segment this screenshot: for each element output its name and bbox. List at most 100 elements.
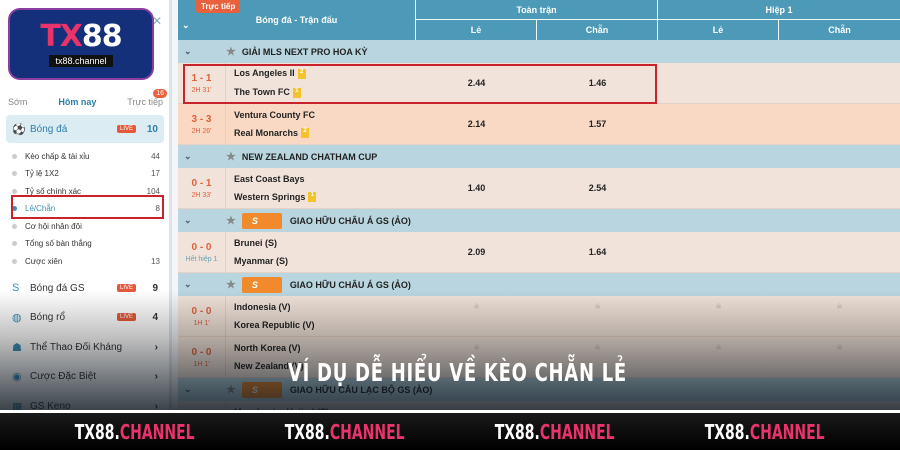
home-team-name: Ventura County FC — [234, 109, 316, 120]
away-team-name: The Town FC — [234, 87, 290, 97]
sidebar-subitem[interactable]: Tỷ lệ 1X2 17 — [12, 165, 160, 183]
full-odd-header: Lẻ — [416, 20, 536, 40]
sidebar-subitem[interactable]: Kèo chấp & tài xỉu 44 — [12, 147, 160, 165]
match-time: 2H 31' — [191, 86, 212, 94]
home-team-name: Los Angeles II — [234, 68, 295, 79]
logo: TX88 tx88.channel — [8, 8, 154, 80]
league-header[interactable]: ⌄ ★ S GIAO HỮU CHÂU Á GS (ẢO) — [178, 209, 900, 232]
gs-logo-icon: S — [12, 282, 20, 294]
match-time: 2H 26' — [191, 127, 212, 135]
sidebar-subitem[interactable]: Cơ hội nhân đôi — [12, 217, 160, 235]
chevron-down-icon[interactable]: ⌄ — [184, 151, 192, 161]
subitem-label: Cơ hội nhân đôi — [25, 221, 82, 231]
sidebar-item-soccer-ball[interactable]: ⚽ Bóng đá LIVE 10 — [6, 115, 164, 143]
teams: Ventura County FC Real Monarchs 2 — [234, 104, 315, 144]
close-icon[interactable]: ✕ — [152, 14, 163, 28]
collapse-all-chevron-icon[interactable]: ⌄ — [182, 20, 190, 30]
star-icon[interactable]: ★ — [226, 46, 236, 58]
sidebar-item-label: Bóng đá GS — [30, 282, 85, 294]
full-even-odds[interactable]: 2.54 — [588, 183, 607, 193]
chevron-down-icon[interactable]: ⌄ — [184, 215, 192, 225]
full-odd-odds[interactable]: 2.44 — [467, 78, 486, 88]
sidebar-subitem[interactable]: Tỷ số chính xác 104 — [12, 182, 160, 200]
sidebar-subitem[interactable]: Cược xiên 13 — [12, 252, 160, 270]
league-header[interactable]: ⌄ ★ GIẢI MLS NEXT PRO HOA KỲ — [178, 40, 900, 63]
full-even-odds[interactable]: 1.57 — [588, 119, 607, 129]
score-value: 0 - 1 — [191, 177, 212, 189]
highlight-box-odd-even — [11, 195, 164, 219]
brand-part-a: TX88. — [75, 419, 121, 444]
away-team[interactable]: Western Springs 1 — [234, 192, 317, 203]
full-odd-odds[interactable]: 2.09 — [467, 247, 486, 257]
tab-live-label: Trực tiếp — [127, 97, 163, 107]
subitem-label: Lẻ/Chẵn — [25, 204, 56, 213]
full-even-odds[interactable]: 1.64 — [588, 247, 607, 257]
red-card-count-icon: 2 — [301, 128, 310, 139]
tab-today[interactable]: Hôm nay — [58, 97, 97, 107]
logo-number: 88 — [81, 19, 123, 54]
half-even-cell[interactable] — [779, 232, 900, 272]
full-time-header: Toàn trận — [416, 0, 657, 19]
tab-live[interactable]: Trực tiếp 16 — [127, 89, 167, 107]
teams: Los Angeles II 2 The Town FC 1 — [234, 63, 306, 103]
sidebar-item-count: 9 — [152, 282, 158, 294]
half-even-cell[interactable] — [779, 104, 900, 144]
away-team-name: Real Monarchs — [234, 127, 299, 138]
full-odd-odds[interactable]: 1.40 — [467, 183, 486, 193]
sidebar-subitem[interactable]: Lẻ/Chẵn 8 — [12, 200, 160, 218]
home-team[interactable]: Ventura County FC — [234, 110, 315, 120]
subitem-label: Kèo chấp & tài xỉu — [25, 151, 90, 161]
teams: East Coast Bays Western Springs 1 — [234, 168, 317, 208]
gs-badge-icon: S — [241, 276, 282, 293]
live-tag[interactable]: Trực tiếp — [196, 0, 241, 13]
away-team[interactable]: The Town FC 1 — [234, 87, 306, 98]
star-icon[interactable]: ★ — [226, 279, 236, 291]
match-score: 0 - 1 2H 33' — [178, 168, 226, 208]
star-icon[interactable]: ★ — [226, 151, 236, 163]
half-odd-cell[interactable] — [658, 168, 779, 208]
star-icon[interactable]: ★ — [226, 215, 236, 227]
half-even-cell[interactable] — [779, 63, 900, 103]
tab-early[interactable]: Sớm — [8, 97, 28, 107]
half-odd-cell[interactable] — [658, 104, 779, 144]
bullet-icon — [12, 171, 17, 176]
league-header[interactable]: ⌄ ★ NEW ZEALAND CHATHAM CUP — [178, 145, 900, 168]
sidebar-item-label: Bóng đá — [30, 123, 68, 135]
full-odd-odds[interactable]: 2.14 — [467, 119, 486, 129]
subitem-label: Tổng số bàn thắng — [25, 239, 92, 248]
bullet-icon — [12, 153, 17, 159]
half-odd-cell[interactable] — [658, 63, 779, 103]
league-name: GIAO HỮU CHÂU Á GS (ẢO) — [289, 215, 411, 226]
first-half-header: Hiệp 1 — [658, 0, 900, 19]
footer-brand: TX88.CHANNEL — [285, 420, 405, 444]
gs-badge-icon: S — [241, 212, 282, 229]
match-row: 0 - 1 2H 33' East Coast Bays Western Spring… — [178, 168, 900, 209]
home-team[interactable]: Brunei (S) — [234, 238, 288, 248]
brand-footer: TX88.CHANNEL TX88.CHANNEL TX88.CHANNEL TX88… — [0, 410, 900, 450]
sidebar-item-gs-logo[interactable]: S Bóng đá GS LIVE 9 — [6, 274, 164, 302]
match-time: 2H 33' — [191, 191, 212, 199]
bullet-icon — [12, 188, 17, 194]
dark-overlay — [0, 290, 900, 410]
sidebar-subitem[interactable]: Tổng số bàn thắng — [12, 235, 160, 253]
subitem-label: Cược xiên — [25, 256, 63, 266]
live-count-badge: 16 — [153, 89, 167, 98]
red-card-count-icon: 1 — [292, 87, 301, 98]
bullet-icon — [12, 241, 17, 246]
home-team[interactable]: Los Angeles II 2 — [234, 68, 306, 79]
sidebar-item-count: 10 — [146, 123, 158, 135]
home-team[interactable]: East Coast Bays — [234, 174, 316, 184]
chevron-down-icon[interactable]: ⌄ — [184, 279, 192, 289]
score-value: 1 - 1 — [191, 72, 212, 84]
away-team[interactable]: Myanmar (S) — [234, 256, 288, 266]
chevron-down-icon[interactable]: ⌄ — [184, 46, 192, 56]
half-even-cell[interactable] — [779, 168, 900, 208]
match-score: 0 - 0 Hết hiệp 1 — [178, 232, 226, 272]
home-team-name: East Coast Bays — [234, 173, 305, 184]
bullet-icon — [12, 206, 17, 211]
league-name: NEW ZEALAND CHATHAM CUP — [241, 151, 378, 162]
away-team[interactable]: Real Monarchs 2 — [234, 128, 315, 139]
half-odd-cell[interactable] — [658, 232, 779, 272]
full-even-odds[interactable]: 1.46 — [588, 78, 607, 88]
full-even-header: Chẵn — [537, 20, 657, 40]
